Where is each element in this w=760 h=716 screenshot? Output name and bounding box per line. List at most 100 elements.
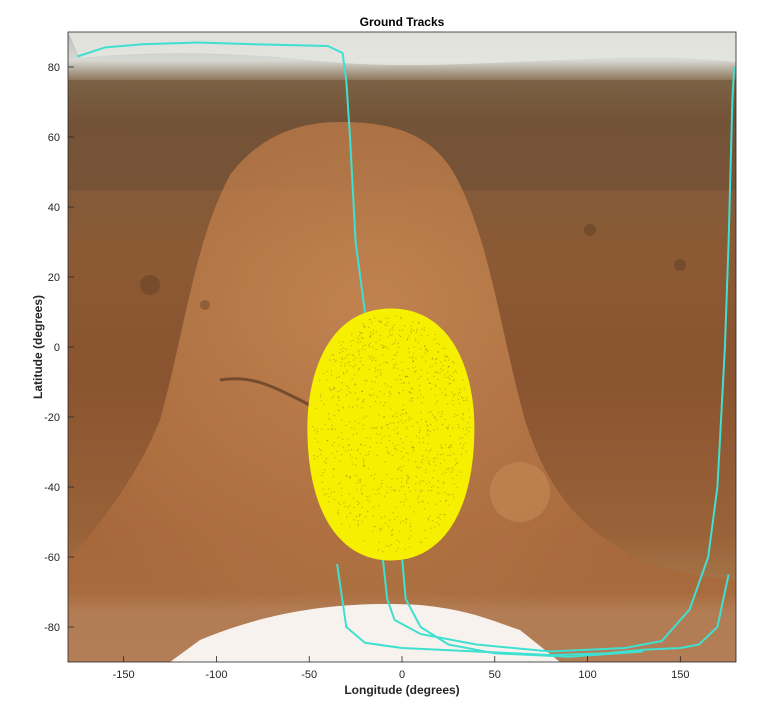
scatter-point <box>349 454 351 456</box>
scatter-point <box>408 459 410 461</box>
scatter-point <box>418 501 420 504</box>
scatter-point <box>411 400 414 402</box>
scatter-point <box>373 477 375 480</box>
scatter-point <box>347 438 349 440</box>
scatter-point <box>375 427 378 429</box>
scatter-point <box>384 461 386 463</box>
scatter-point <box>437 378 439 380</box>
scatter-point <box>456 474 458 477</box>
scatter-point <box>437 486 439 489</box>
scatter-point <box>402 329 404 331</box>
scatter-point <box>360 332 362 334</box>
scatter-point <box>407 478 409 480</box>
scatter-point <box>410 330 412 332</box>
scatter-point <box>382 345 385 347</box>
y-axis-label: Latitude (degrees) <box>31 295 45 399</box>
scatter-point <box>417 467 419 469</box>
scatter-point <box>398 541 401 543</box>
scatter-point <box>333 414 336 417</box>
scatter-point <box>465 429 468 431</box>
scatter-point <box>399 414 402 416</box>
scatter-point <box>405 412 408 414</box>
scatter-point <box>400 419 402 421</box>
scatter-point <box>435 371 437 374</box>
scatter-point <box>450 444 452 447</box>
scatter-point <box>363 325 365 327</box>
scatter-point <box>463 388 465 390</box>
scatter-point <box>420 541 423 543</box>
scatter-point <box>436 521 438 524</box>
scatter-point <box>349 476 351 478</box>
scatter-point <box>419 427 421 429</box>
scatter-point <box>384 522 386 525</box>
scatter-point <box>371 427 373 429</box>
scatter-point <box>435 457 438 459</box>
scatter-point <box>393 342 396 344</box>
scatter-point <box>452 452 455 455</box>
scatter-point <box>369 437 372 439</box>
scatter-point <box>444 359 446 362</box>
scatter-point <box>449 378 451 381</box>
y-tick-label: 20 <box>48 272 60 284</box>
scatter-point <box>357 524 359 527</box>
scatter-point <box>451 375 453 377</box>
scatter-point <box>428 481 431 483</box>
scatter-point <box>415 435 418 437</box>
scatter-point <box>368 344 370 346</box>
scatter-point <box>386 385 389 387</box>
scatter-point <box>387 452 390 455</box>
scatter-point <box>359 443 361 446</box>
scatter-point <box>330 492 333 494</box>
scatter-point <box>420 491 422 493</box>
scatter-point <box>355 457 357 459</box>
scatter-point <box>402 465 404 467</box>
scatter-point <box>357 369 360 371</box>
scatter-point <box>384 346 387 348</box>
scatter-point <box>382 550 384 553</box>
scatter-point <box>430 527 432 529</box>
scatter-point <box>319 379 321 381</box>
scatter-point <box>374 473 376 475</box>
scatter-point <box>413 511 415 513</box>
scatter-point <box>412 450 415 452</box>
scatter-point <box>415 483 417 485</box>
scatter-point <box>402 485 405 488</box>
scatter-point <box>358 515 361 517</box>
scatter-point <box>457 398 460 401</box>
scatter-point <box>452 469 454 472</box>
scatter-point <box>434 526 436 528</box>
scatter-point <box>408 351 410 353</box>
scatter-point <box>437 480 439 482</box>
scatter-point <box>351 406 354 408</box>
scatter-point <box>380 344 382 346</box>
scatter-point <box>385 545 388 547</box>
scatter-point <box>426 456 428 459</box>
scatter-point <box>360 492 363 494</box>
scatter-point <box>428 411 430 414</box>
scatter-point <box>444 348 447 350</box>
crater <box>584 224 596 236</box>
scatter-point <box>349 361 351 363</box>
scatter-point <box>404 375 407 377</box>
scatter-point <box>426 351 428 353</box>
scatter-point <box>430 448 432 451</box>
scatter-point <box>323 493 325 496</box>
x-tick-label: 0 <box>399 669 405 681</box>
scatter-point <box>458 427 460 429</box>
scatter-point <box>355 464 357 466</box>
scatter-point <box>460 453 463 455</box>
scatter-point <box>344 357 346 359</box>
scatter-point <box>390 534 393 536</box>
scatter-point <box>346 475 348 477</box>
scatter-point <box>357 503 359 506</box>
scatter-point <box>381 483 383 485</box>
scatter-point <box>402 413 404 415</box>
scatter-point <box>356 475 358 477</box>
scatter-point <box>386 450 389 453</box>
scatter-point <box>428 450 431 452</box>
crater <box>674 259 686 271</box>
scatter-point <box>368 368 371 370</box>
scatter-point <box>400 457 403 460</box>
scatter-point <box>389 486 392 488</box>
scatter-point <box>341 487 343 489</box>
